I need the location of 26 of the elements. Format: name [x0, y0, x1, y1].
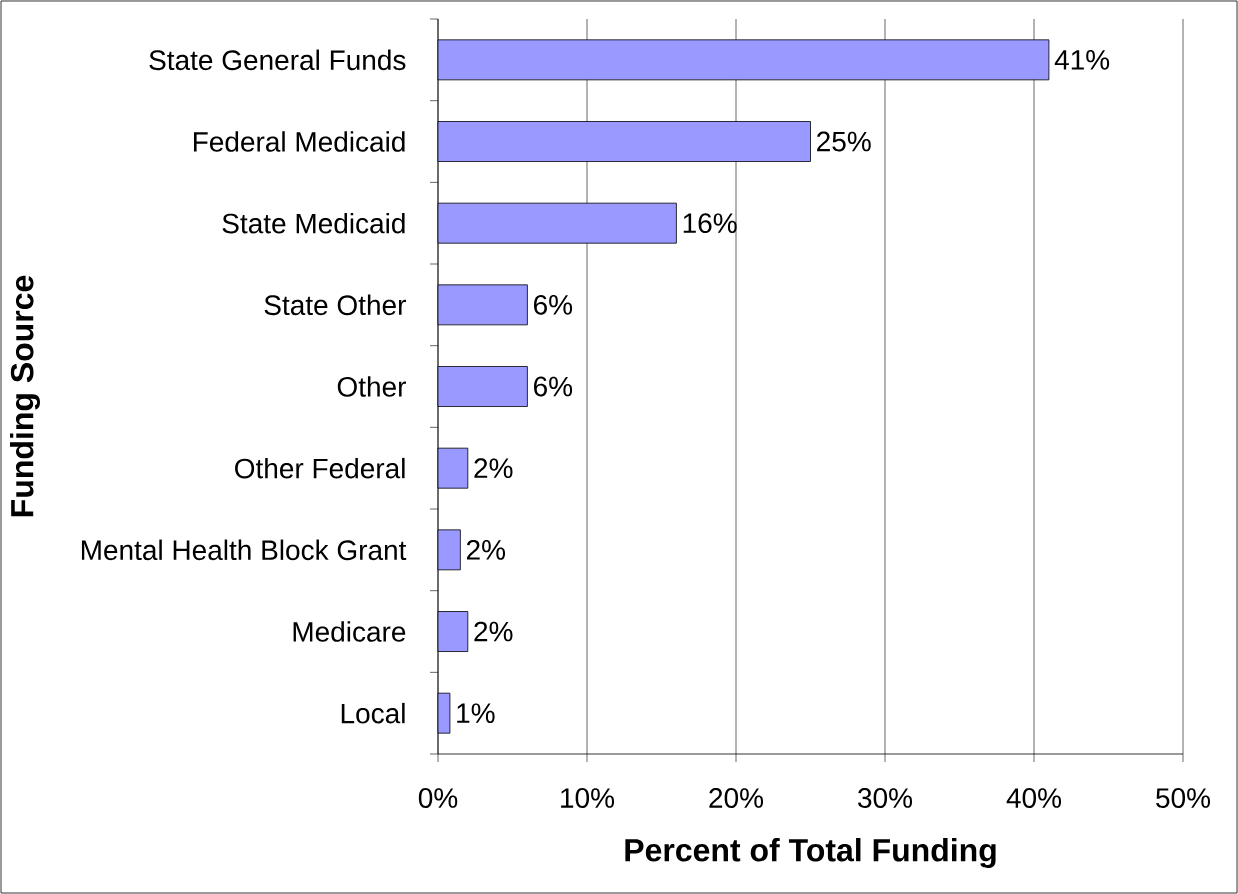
x-tick-label: 10%: [561, 788, 615, 808]
x-tick-label: 20%: [709, 788, 764, 808]
y-tick-label: Local: [341, 702, 405, 724]
data-label: 16%: [683, 213, 737, 234]
data-label: 1%: [457, 703, 495, 723]
x-tick-label: 50%: [1156, 788, 1211, 808]
x-tick-label: 30%: [858, 788, 913, 808]
data-label: 2%: [474, 621, 513, 642]
y-tick-label: Mental Health Block Grant: [81, 539, 407, 561]
data-label: 25%: [817, 131, 871, 152]
y-axis-title: Funding Source: [10, 275, 40, 517]
x-tick-label: 0%: [418, 788, 458, 808]
y-tick-label: Other Federal: [235, 457, 405, 479]
x-axis-title: Percent of Total Funding: [625, 838, 996, 868]
data-label: 2%: [474, 458, 513, 479]
y-tick-label: State General Funds: [149, 49, 406, 71]
data-label: 41%: [1054, 50, 1110, 70]
data-label: 6%: [534, 294, 573, 315]
y-tick-label: State Medicaid: [222, 212, 405, 234]
y-tick-label: Other: [337, 376, 406, 397]
x-tick-label: 40%: [1006, 788, 1062, 808]
y-tick-label: Medicare: [293, 621, 406, 642]
y-tick-label: State Other: [264, 294, 406, 316]
y-tick-label: Federal Medicaid: [193, 131, 405, 152]
data-label: 6%: [534, 376, 573, 397]
data-label: 2%: [466, 539, 506, 560]
